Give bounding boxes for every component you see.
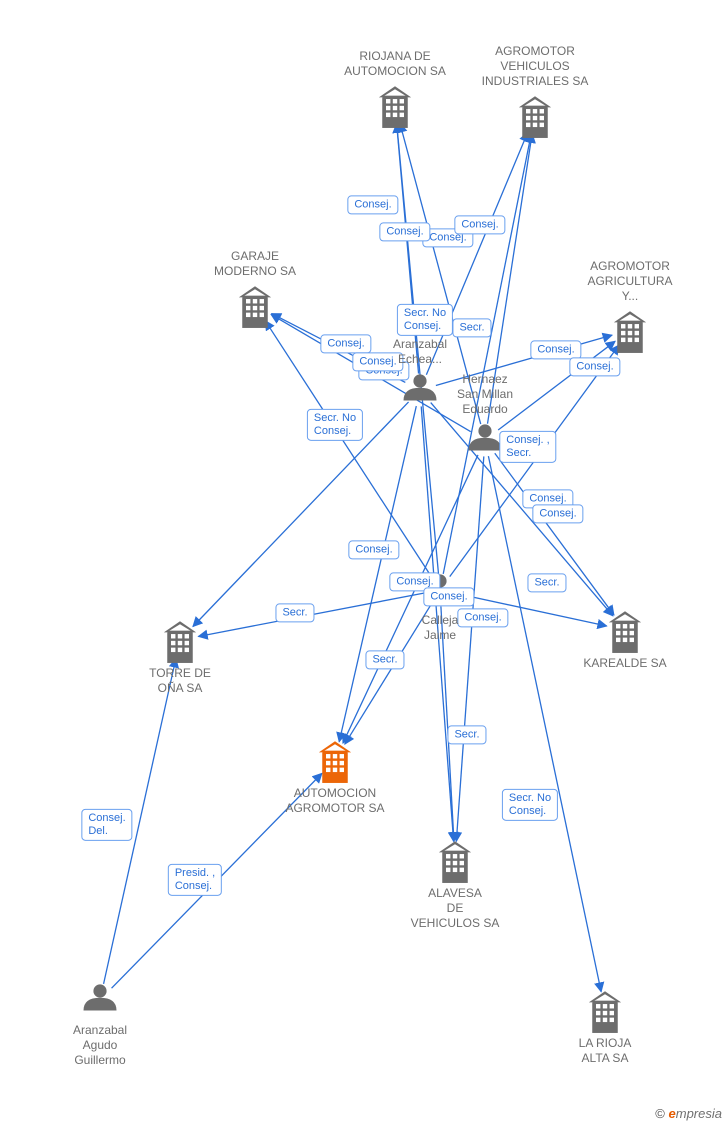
person-node[interactable] xyxy=(424,574,457,600)
edge xyxy=(456,456,483,841)
person-node[interactable] xyxy=(84,984,117,1010)
company-node[interactable] xyxy=(319,741,351,783)
edge xyxy=(271,314,471,431)
edge xyxy=(441,606,454,841)
edge xyxy=(443,133,531,573)
copyright-symbol: © xyxy=(655,1106,665,1121)
edge xyxy=(488,133,533,423)
company-node[interactable] xyxy=(519,96,551,138)
footer-copyright: © empresia xyxy=(655,1106,722,1121)
edge xyxy=(104,658,176,984)
person-node[interactable] xyxy=(404,374,437,400)
edge xyxy=(272,314,406,383)
person-node[interactable] xyxy=(469,424,502,450)
edge xyxy=(495,453,614,615)
edge xyxy=(198,593,423,636)
company-node[interactable] xyxy=(239,286,271,328)
edge xyxy=(498,341,615,430)
company-node[interactable] xyxy=(439,841,471,883)
edge xyxy=(345,604,432,744)
company-node[interactable] xyxy=(589,991,621,1033)
brand-rest: mpresia xyxy=(676,1106,722,1121)
edge xyxy=(426,132,527,375)
company-node[interactable] xyxy=(609,611,641,653)
company-node[interactable] xyxy=(614,311,646,353)
edge xyxy=(421,406,453,841)
brand-accent: e xyxy=(669,1106,676,1121)
company-node[interactable] xyxy=(164,621,196,663)
edge xyxy=(436,335,612,385)
edge xyxy=(193,402,409,627)
edge xyxy=(431,403,613,616)
company-node[interactable] xyxy=(379,86,411,128)
edge xyxy=(456,593,607,626)
network-diagram xyxy=(0,0,728,1125)
